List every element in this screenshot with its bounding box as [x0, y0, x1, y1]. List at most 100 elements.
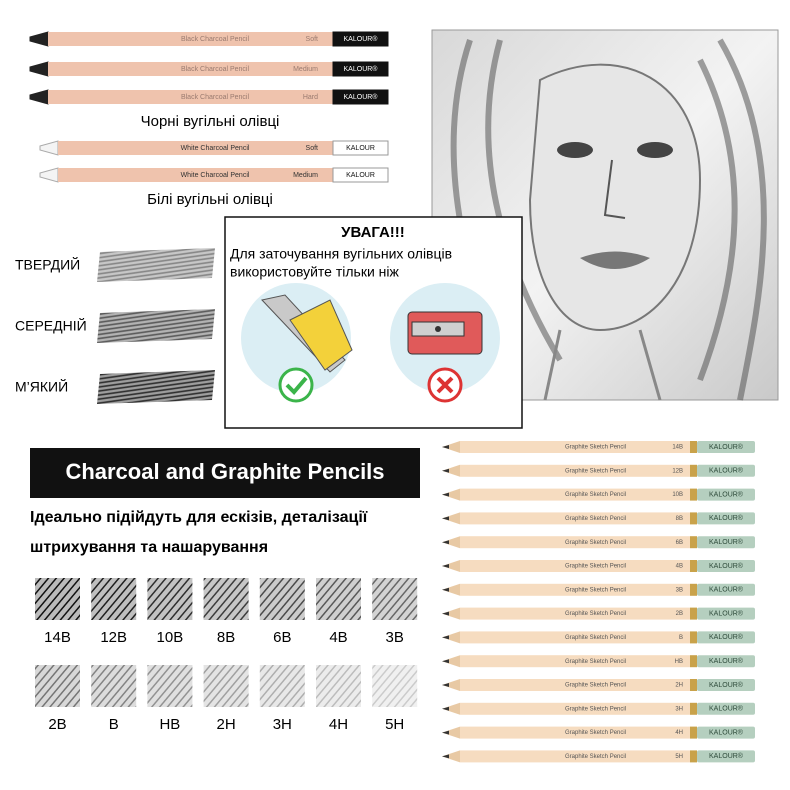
pencil-cap	[697, 679, 755, 691]
swatch	[147, 578, 193, 620]
pencil-cap	[697, 512, 755, 525]
pencil-band	[690, 488, 697, 501]
pencil-lead	[442, 540, 449, 545]
pencil-lead	[442, 659, 449, 664]
hardness-stroke	[97, 309, 215, 343]
pencil-body	[48, 90, 333, 104]
pencil-cap	[332, 140, 389, 156]
pencil-tip	[29, 89, 49, 105]
pencil-label: Graphite Sketch Pencil	[565, 683, 626, 689]
pencil-cap	[332, 167, 389, 183]
pencil-lead	[442, 754, 449, 759]
warning-line: використовуйте тільки ніж	[230, 264, 400, 280]
pencil-tip	[39, 167, 59, 183]
pencil-body	[460, 631, 690, 644]
pencil-lead	[442, 635, 449, 640]
pencil-grade: 2H	[675, 683, 683, 689]
pencil-band	[690, 726, 697, 739]
pencil-tip	[442, 702, 460, 715]
hardness-label: ТВЕРДИЙ	[15, 256, 80, 273]
swatch-label: 5H	[385, 716, 404, 733]
swatch-label: 4H	[329, 716, 348, 733]
pencil-cap	[697, 726, 755, 739]
pencil-brand: KALOUR	[346, 145, 375, 152]
pencil-grade: 5H	[675, 754, 683, 760]
pencil-brand: KALOUR®	[344, 35, 379, 43]
pencil-label: Graphite Sketch Pencil	[565, 540, 626, 546]
pencil-grade: Medium	[293, 66, 318, 73]
pencil-brand: KALOUR®	[709, 586, 744, 594]
pencil-brand: KALOUR®	[709, 514, 744, 522]
pencil-body	[460, 679, 690, 691]
pencil-label: Graphite Sketch Pencil	[565, 754, 626, 760]
pencil-grade: 12B	[672, 468, 683, 474]
pencil-lead	[442, 587, 449, 592]
pencil-grade: 4B	[676, 564, 683, 570]
pencil-lead	[442, 706, 449, 711]
pencil-cap	[697, 631, 755, 644]
swatch	[316, 578, 361, 620]
subtitle: штрихування та нашарування	[30, 539, 268, 556]
knife-icon	[241, 283, 353, 403]
swatch	[35, 578, 80, 620]
pencil-grade: 10B	[672, 492, 683, 498]
hardness-label: СЕРЕДНІЙ	[15, 317, 87, 334]
pencil-cap	[332, 89, 389, 105]
pencil-tip	[442, 726, 460, 739]
swatch-label: 2B	[48, 716, 66, 733]
swatch-label: 3B	[386, 629, 404, 646]
swatch-label: B	[109, 716, 119, 733]
pencil-tip	[442, 583, 460, 596]
pencil-body	[460, 441, 690, 453]
pencil-label: Graphite Sketch Pencil	[565, 445, 626, 451]
pencil-cap	[697, 560, 755, 572]
pencil-band	[690, 536, 697, 549]
caption: Чорні вугільні олівці	[141, 113, 280, 130]
pencil-tip	[442, 560, 460, 572]
pencil-grade: Hard	[303, 94, 318, 101]
swatch-label: 3H	[273, 716, 292, 733]
pencil-band	[690, 441, 697, 453]
pencil-cap	[332, 61, 389, 77]
pencil-label: Graphite Sketch Pencil	[565, 468, 626, 474]
pencil-cap	[697, 441, 755, 453]
pencil-body	[460, 655, 690, 668]
pencil-tip	[442, 441, 460, 453]
pencil-band	[690, 560, 697, 572]
pencil-tip	[442, 655, 460, 668]
pencil-tip	[442, 512, 460, 525]
pencil-grade: HB	[675, 659, 683, 665]
pencil-label: White Charcoal Pencil	[181, 145, 250, 152]
pencil-cap	[697, 750, 755, 763]
pencil-body	[460, 583, 690, 596]
pencil-tip	[29, 61, 49, 77]
pencil-label: Graphite Sketch Pencil	[565, 659, 626, 665]
pencil-band	[690, 464, 697, 477]
pencil-body	[460, 750, 690, 763]
pencil-brand: KALOUR®	[344, 65, 379, 73]
banner-title: Charcoal and Graphite Pencils	[65, 459, 384, 484]
pencil-brand: KALOUR®	[709, 705, 744, 713]
hardness-label: М’ЯКИЙ	[15, 378, 68, 395]
pencil-label: Graphite Sketch Pencil	[565, 611, 626, 617]
swatch	[203, 665, 249, 707]
pencil-body	[460, 488, 690, 501]
pencil-brand: KALOUR®	[709, 752, 744, 760]
swatch-label: 4B	[329, 629, 347, 646]
pencil-lead	[442, 445, 449, 449]
pencil-body	[58, 141, 333, 155]
pencil-brand: KALOUR®	[344, 93, 379, 101]
pencil-brand: KALOUR®	[709, 490, 744, 498]
warning-line: Для заточування вугільних олівців	[230, 246, 452, 262]
pencil-label: Graphite Sketch Pencil	[565, 635, 626, 641]
swatch	[35, 665, 80, 707]
pencil-label: Black Charcoal Pencil	[181, 36, 250, 43]
pencil-tip	[442, 631, 460, 644]
pencil-lead	[442, 611, 449, 616]
pencil-body	[460, 512, 690, 525]
pencil-label: Graphite Sketch Pencil	[565, 516, 626, 522]
pencil-tip	[39, 140, 59, 156]
swatch	[91, 578, 137, 620]
hardness-stroke	[97, 370, 215, 404]
